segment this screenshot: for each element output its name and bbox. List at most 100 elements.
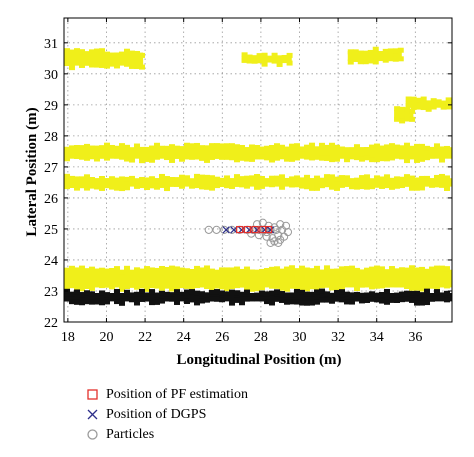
band-block — [314, 146, 320, 152]
band-block — [382, 57, 389, 63]
band-block — [389, 184, 395, 190]
band-block — [169, 265, 175, 271]
band-block — [189, 143, 195, 149]
band-block — [214, 289, 220, 295]
band-block — [179, 146, 185, 152]
band-block — [134, 50, 140, 56]
band-block — [174, 153, 180, 159]
band-block — [249, 175, 255, 181]
band-block — [414, 177, 420, 183]
band-block — [344, 282, 350, 288]
band-block — [89, 49, 95, 55]
band-block — [94, 48, 100, 54]
band-block — [425, 100, 432, 106]
band-block — [194, 183, 200, 189]
band-block — [174, 299, 180, 305]
x-tick-label: 18 — [61, 330, 75, 345]
band-core — [64, 178, 452, 187]
band-block — [219, 154, 225, 160]
band-block — [434, 286, 440, 292]
band-block — [124, 176, 130, 182]
band-block — [344, 175, 350, 181]
band-core — [394, 109, 414, 122]
band-block — [304, 154, 310, 160]
band-block — [119, 293, 125, 299]
band-block — [444, 290, 450, 296]
band-block — [359, 292, 365, 298]
band-block — [209, 296, 215, 302]
band-block — [79, 292, 85, 298]
band-block — [374, 143, 380, 149]
band-block — [379, 176, 385, 182]
particle-point — [247, 229, 256, 238]
band-block — [244, 147, 250, 153]
band-block — [114, 288, 120, 294]
band-block — [424, 285, 430, 291]
band-block — [124, 296, 130, 302]
band-block — [254, 292, 260, 298]
band-block — [246, 58, 253, 64]
band-block — [69, 265, 75, 271]
band-block — [394, 282, 400, 288]
band-block — [424, 155, 430, 161]
band-block — [119, 186, 125, 192]
band-block — [409, 290, 415, 296]
band-block — [214, 143, 220, 149]
band-block — [314, 265, 320, 271]
map-band — [394, 106, 416, 124]
band-block — [439, 296, 445, 302]
y-axis-label: Lateral Position (m) — [24, 107, 40, 236]
band-block — [269, 157, 275, 163]
band-block — [119, 286, 125, 292]
band-block — [369, 178, 375, 184]
band-block — [144, 177, 150, 183]
band-block — [357, 50, 364, 56]
band-block — [224, 286, 230, 292]
band-block — [189, 285, 195, 291]
particle-point — [270, 237, 279, 246]
band-block — [199, 291, 205, 297]
band-block — [289, 143, 295, 149]
particle-point — [272, 225, 281, 234]
band-block — [304, 286, 310, 292]
band-block — [194, 265, 200, 271]
band-block — [424, 181, 430, 187]
band-block — [369, 184, 375, 190]
band-block — [284, 156, 290, 162]
band-block — [159, 182, 165, 188]
band-block — [419, 143, 425, 149]
band-block — [284, 292, 290, 298]
band-block — [239, 155, 245, 161]
band-block — [415, 97, 422, 103]
band-block — [164, 266, 170, 272]
band-block — [234, 266, 240, 272]
band-block — [409, 285, 415, 291]
band-block — [134, 143, 140, 149]
band-block — [79, 265, 85, 271]
band-block — [349, 299, 355, 305]
band-block — [124, 284, 130, 290]
band-block — [269, 175, 275, 181]
band-block — [359, 156, 365, 162]
band-block — [349, 265, 355, 271]
band-block — [189, 289, 195, 295]
band-block — [424, 175, 430, 181]
band-block — [119, 51, 125, 57]
band-block — [239, 282, 245, 288]
x-axis-label: Longitudinal Position (m) — [176, 352, 341, 368]
band-block — [429, 293, 435, 299]
band-block — [149, 300, 155, 306]
band-block — [309, 291, 315, 297]
band-block — [199, 184, 205, 190]
band-block — [434, 153, 440, 159]
band-block — [445, 104, 452, 110]
band-block — [429, 182, 435, 188]
band-block — [254, 296, 260, 302]
band-block — [179, 291, 185, 297]
band-block — [224, 143, 230, 149]
y-tick-label: 24 — [44, 254, 58, 269]
band-block — [269, 144, 275, 150]
band-block — [324, 297, 330, 303]
band-block — [409, 185, 415, 191]
band-block — [64, 267, 70, 273]
